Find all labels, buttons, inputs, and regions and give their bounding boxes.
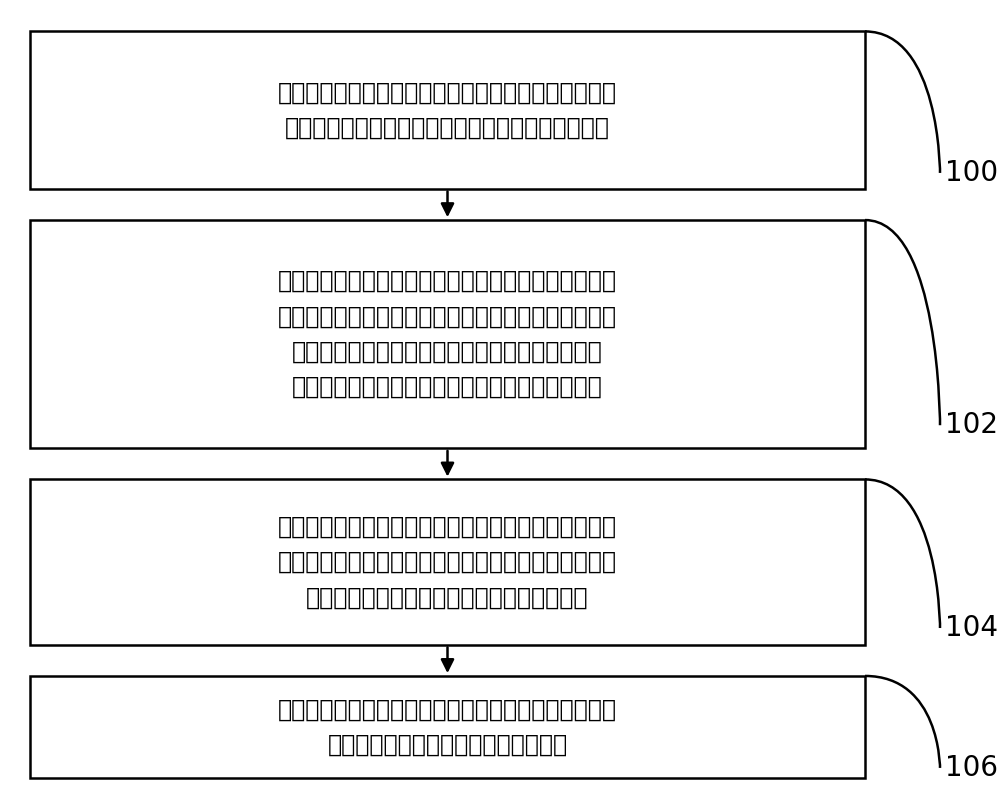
Text: 100: 100 (945, 159, 998, 187)
Text: 根据飞行器布局、飞行状态及控制需求，将合成双射流
激励器按照预设排布方式布置在飞行器的预设位置上: 根据飞行器布局、飞行状态及控制需求，将合成双射流 激励器按照预设排布方式布置在飞… (278, 80, 617, 140)
Bar (30, 676, 865, 778)
Bar (30, 479, 865, 645)
Text: 将电控信号发送至合成双射流激励器，使得合成双射流
激励器的压电振子在逆压电效应的作用下，反复压缩膨
胀腔体，在出口形成周期性吹吸的合成双射流: 将电控信号发送至合成双射流激励器，使得合成双射流 激励器的压电振子在逆压电效应的… (278, 515, 617, 609)
Bar (30, 31, 865, 189)
Text: 102: 102 (945, 411, 998, 439)
Bar (30, 220, 865, 448)
Text: 通过飞行控制系统或控制信号接收器给电源控制器发送
控制指令，驱动电源控制器根据预先设置的控制率或操
纵指令为合成双射流激励器提供相应的电控信号；
控制指令是飞行: 通过飞行控制系统或控制信号接收器给电源控制器发送 控制指令，驱动电源控制器根据预… (278, 269, 617, 399)
Text: 根据预设控制策略，利用合成双射流改变飞行器绕流流
场，重构表面压力分布，实现飞行控制: 根据预设控制策略，利用合成双射流改变飞行器绕流流 场，重构表面压力分布，实现飞行… (278, 697, 617, 757)
Text: 104: 104 (945, 614, 998, 642)
Text: 106: 106 (945, 754, 998, 782)
